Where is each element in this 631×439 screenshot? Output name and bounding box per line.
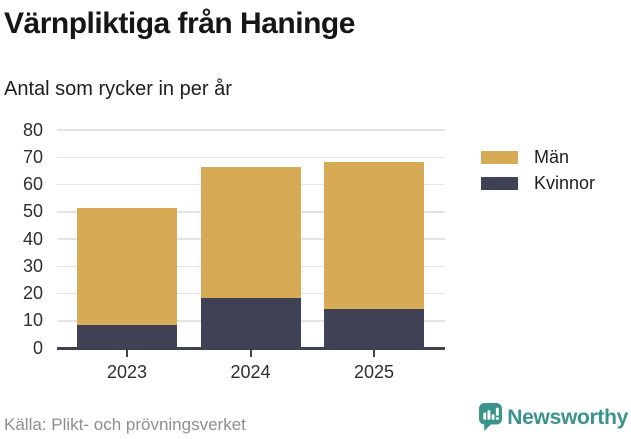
x-tick-mark-2025 [373,350,375,357]
legend: Män Kvinnor [481,144,595,196]
y-tick-label-0: 0 [32,337,43,358]
x-axis-line [57,347,445,350]
y-tick-label-10: 10 [22,310,43,331]
brand-logo: Newsworthy [479,403,628,432]
bar-segment-kvinnor-2023 [77,325,177,347]
bar-segment-kvinnor-2024 [200,297,301,347]
brand-wordmark: Newsworthy [507,405,628,429]
gridline [57,156,445,158]
legend-row-män: Män [481,144,595,170]
chart-title: Värnpliktiga från Haninge [4,7,355,40]
y-tick-label-70: 70 [22,146,43,167]
y-tick-label-30: 30 [22,255,43,276]
plot-area [57,129,445,350]
newsworthy-logo-icon [479,403,503,431]
y-tick-label-60: 60 [22,174,43,194]
gridline [57,129,445,131]
y-tick-label-80: 80 [22,119,43,140]
bar-2023 [77,208,177,347]
legend-label-män: Män [534,146,570,167]
y-tick-label-20: 20 [22,283,43,303]
bar-segment-män-2024 [200,167,301,298]
bar-segment-män-2023 [77,208,177,326]
x-tick-label-2025: 2025 [353,362,395,382]
x-tick-label-2023: 2023 [106,362,148,382]
bar-2024 [200,167,301,347]
bar-segment-män-2025 [324,161,424,309]
x-tick-mark-2024 [249,350,252,357]
legend-swatch-kvinnor [481,176,518,190]
x-tick-mark-2023 [126,350,128,357]
bar-2025 [324,161,424,347]
legend-row-kvinnor: Kvinnor [481,170,595,196]
legend-label-kvinnor: Kvinnor [534,172,596,193]
bar-segment-kvinnor-2025 [324,308,424,347]
y-tick-label-40: 40 [22,228,43,249]
legend-swatch-män [481,150,518,164]
source-note: Källa: Plikt- och prövningsverket [4,415,246,434]
y-tick-label-50: 50 [22,201,43,222]
x-tick-label-2024: 2024 [230,362,271,382]
chart-subtitle: Antal som rycker in per år [4,78,232,100]
